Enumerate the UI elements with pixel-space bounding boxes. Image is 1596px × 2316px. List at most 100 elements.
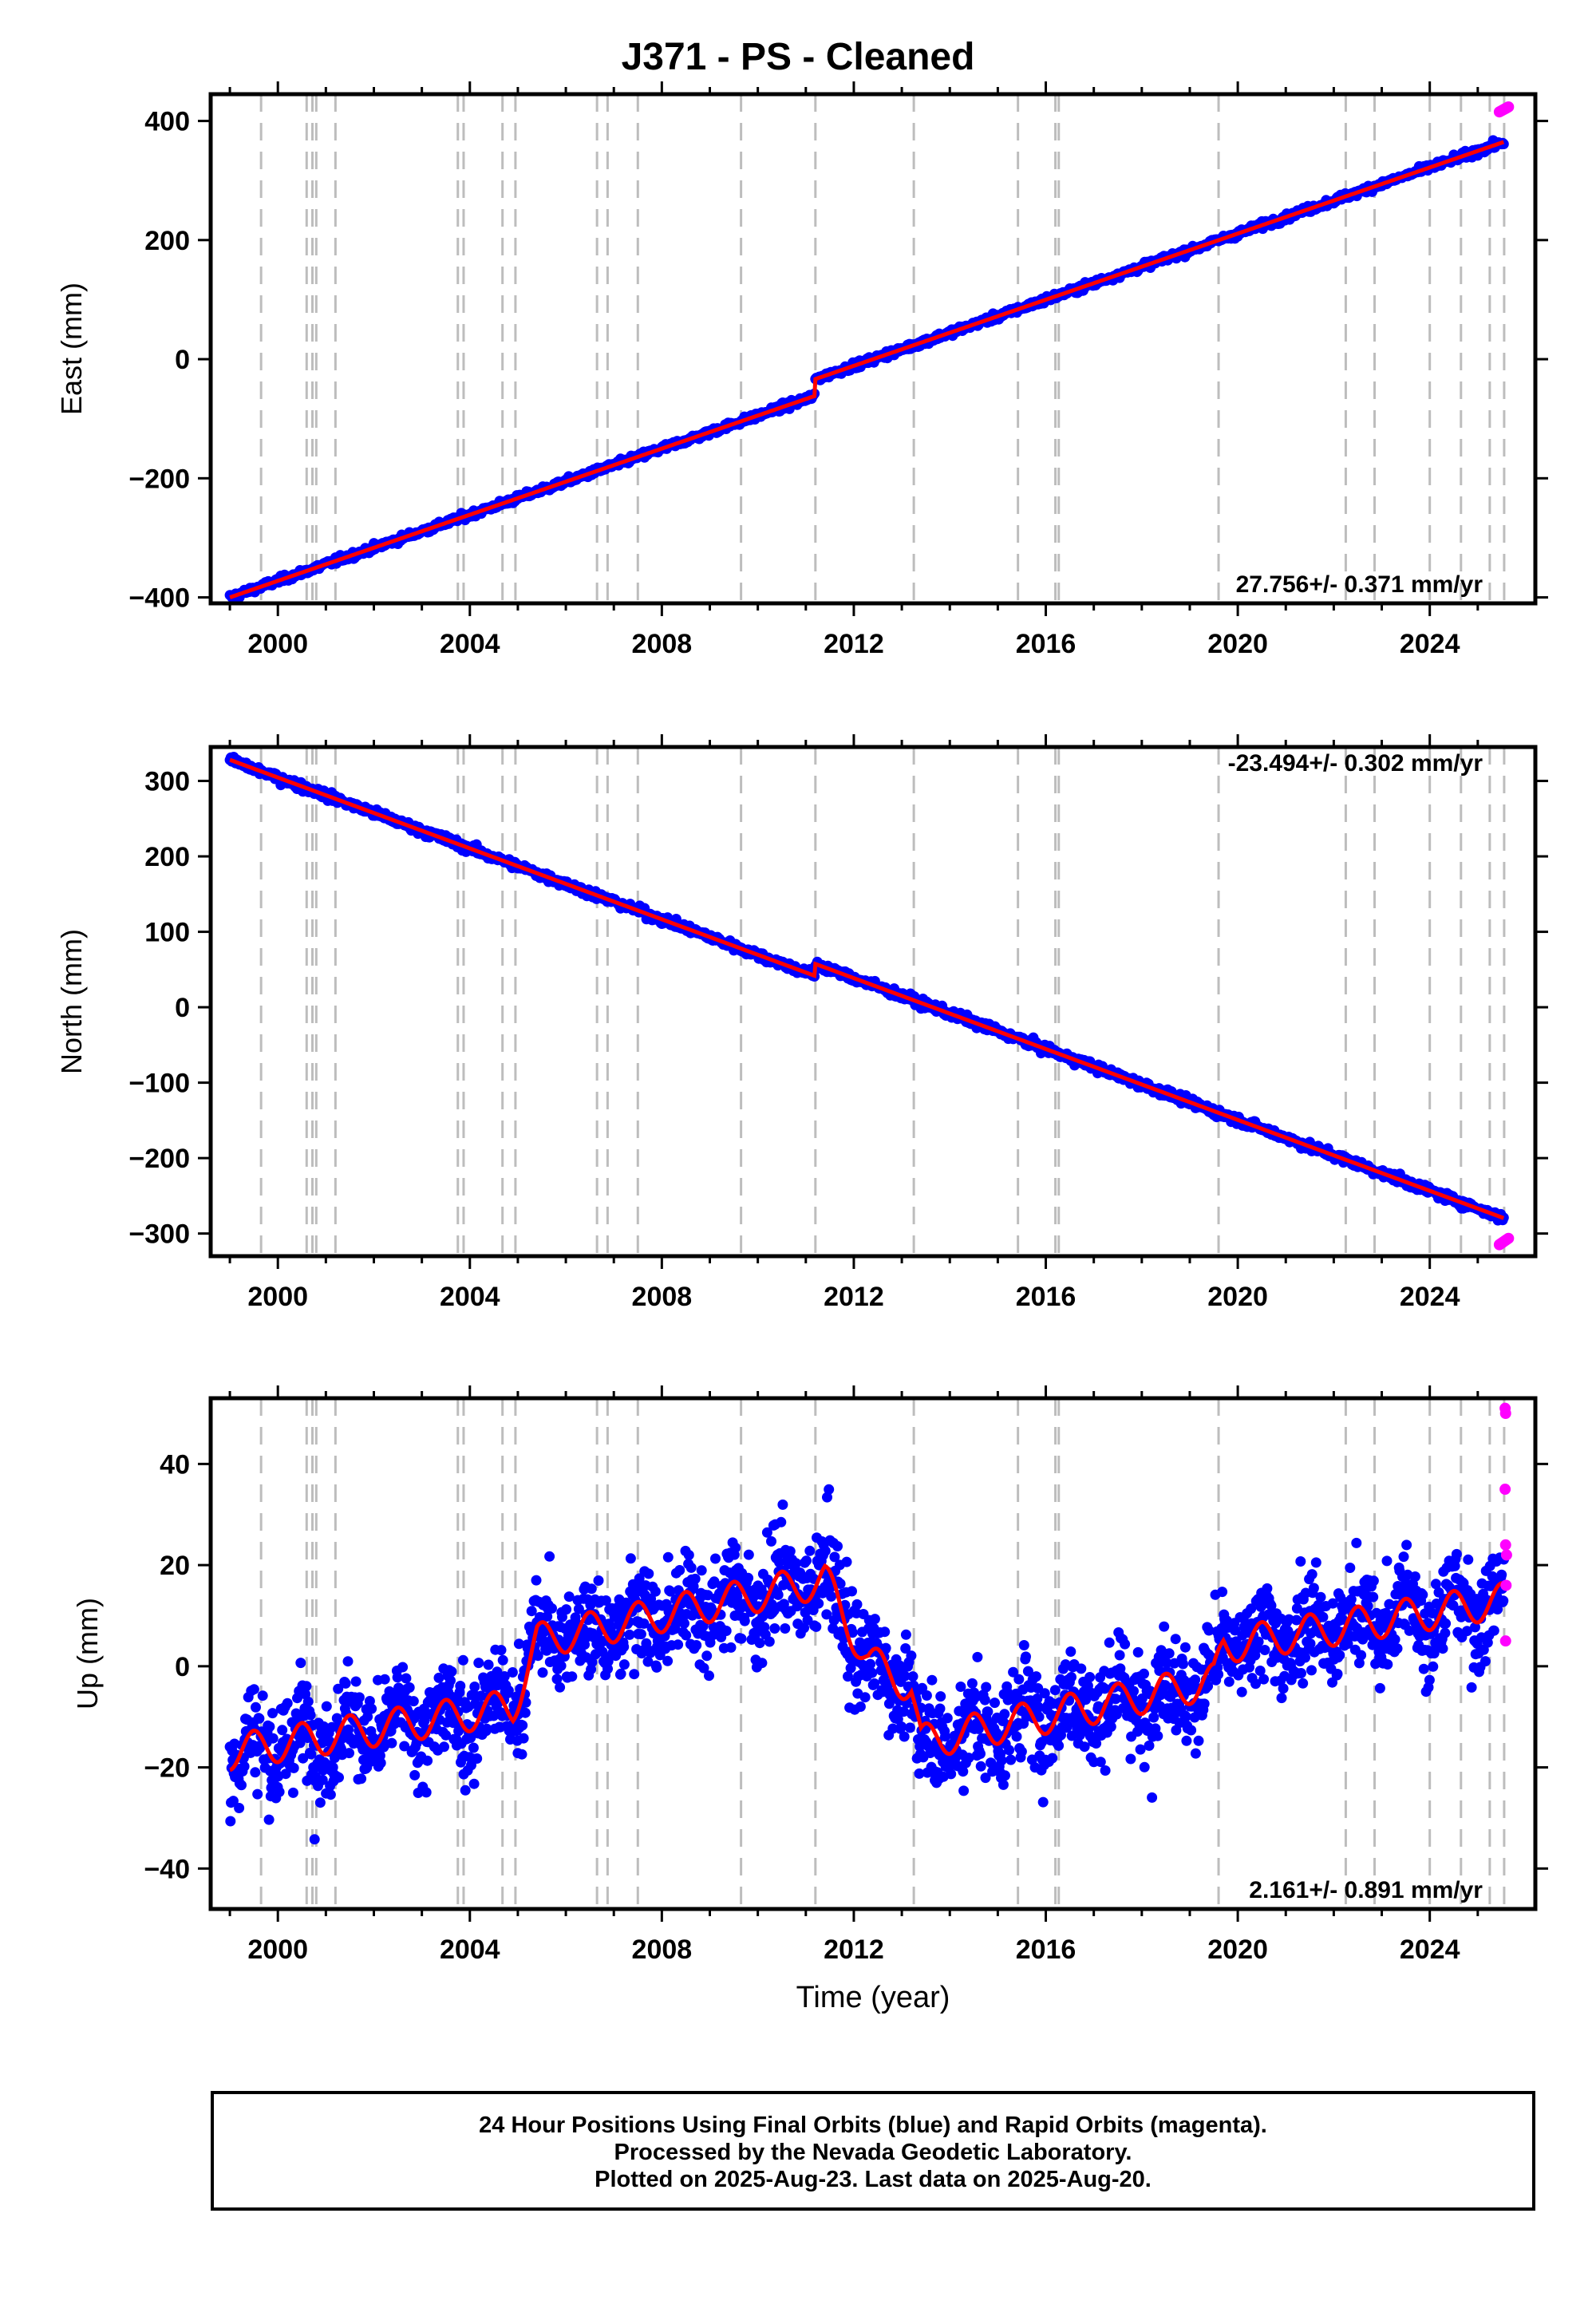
data-point (593, 1575, 604, 1586)
data-point (1018, 1640, 1029, 1650)
data-point (234, 1803, 245, 1813)
data-point (869, 1614, 880, 1625)
data-point (1298, 1678, 1309, 1689)
data-point (958, 1785, 970, 1796)
data-point (841, 1556, 852, 1567)
data-point (1193, 1735, 1204, 1746)
data-point (340, 1678, 351, 1689)
data-point (935, 1691, 946, 1702)
data-point (314, 1797, 326, 1808)
y-tick-label: 100 (144, 918, 190, 948)
data-point (446, 1666, 457, 1677)
data-point (934, 1703, 946, 1714)
data-point (1021, 1651, 1031, 1662)
data-point (618, 1642, 630, 1652)
data-point (704, 1670, 714, 1682)
data-point (306, 1749, 317, 1760)
data-point (615, 1668, 626, 1679)
data-point (507, 1667, 518, 1678)
data-point (457, 1654, 468, 1666)
data-point (496, 1645, 507, 1656)
data-point (1013, 1674, 1025, 1685)
data-point (1356, 1650, 1367, 1661)
data-point (567, 1671, 578, 1682)
data-point (975, 1749, 986, 1759)
data-point (946, 1769, 957, 1780)
data-point (305, 1709, 316, 1721)
data-point (344, 1748, 354, 1759)
data-point (899, 1731, 910, 1742)
data-point (1139, 1668, 1149, 1679)
data-point (832, 1541, 843, 1551)
data-point (277, 1725, 288, 1736)
data-point (1223, 1676, 1235, 1687)
data-point (366, 1703, 377, 1714)
data-point (356, 1773, 367, 1784)
data-point (250, 1767, 261, 1778)
data-point (999, 1709, 1010, 1720)
data-point (460, 1784, 471, 1796)
data-point (469, 1682, 480, 1692)
data-point (906, 1650, 917, 1662)
data-point (1016, 1746, 1027, 1757)
data-point (1389, 1634, 1400, 1645)
data-point (651, 1662, 662, 1673)
y-tick-label: 200 (144, 842, 190, 872)
x-axis: 2000 2004 2008 2012 2016 2020 2024 (228, 734, 1479, 1312)
data-point (468, 1742, 479, 1753)
data-point (662, 1655, 674, 1666)
data-point (433, 1672, 444, 1683)
data-point (252, 1788, 263, 1800)
data-point (408, 1696, 419, 1707)
data-point (1398, 1551, 1409, 1563)
data-point (547, 1603, 557, 1614)
data-point (473, 1658, 484, 1669)
data-point (1037, 1796, 1049, 1808)
data-point (673, 1639, 684, 1650)
data-point (1199, 1698, 1210, 1709)
data-point (1076, 1663, 1087, 1674)
data-point (859, 1692, 871, 1703)
data-point (820, 1545, 831, 1556)
data-point (321, 1701, 332, 1712)
data-point (696, 1565, 707, 1576)
data-point (404, 1682, 415, 1693)
data-point (691, 1640, 702, 1650)
data-point (1104, 1637, 1115, 1648)
data-point (1276, 1693, 1287, 1704)
data-point (519, 1707, 531, 1718)
y-axis-label: East (mm) (55, 283, 88, 415)
x-tick-label: 2012 (824, 629, 884, 659)
data-point (813, 1598, 824, 1609)
y-tick-label: 300 (144, 767, 190, 797)
rapid-point (1503, 101, 1515, 113)
data-point (867, 1667, 878, 1678)
data-point (1332, 1669, 1343, 1679)
model-line (229, 140, 1505, 599)
y-tick-label: −100 (128, 1069, 190, 1099)
data-point (826, 1591, 837, 1602)
data-point (239, 1761, 250, 1772)
data-point (1163, 1648, 1175, 1659)
data-point (309, 1834, 320, 1845)
data-point (1114, 1650, 1125, 1661)
data-point (1278, 1683, 1289, 1694)
data-point (288, 1762, 299, 1773)
data-point (879, 1626, 891, 1638)
data-point (1179, 1642, 1191, 1653)
data-point (1159, 1621, 1170, 1632)
data-point (1100, 1765, 1111, 1776)
data-point (1053, 1740, 1065, 1751)
data-point (701, 1650, 713, 1662)
data-point (295, 1658, 306, 1669)
data-point (907, 1671, 918, 1682)
data-point (772, 1589, 784, 1600)
y-tick-label: −200 (128, 464, 190, 494)
x-tick-label: 2016 (1016, 1282, 1077, 1312)
plot-frame (208, 92, 1538, 606)
data-point (483, 1659, 494, 1670)
chart-title: J371 - PS - Cleaned (621, 36, 975, 78)
data-point (739, 1615, 750, 1626)
